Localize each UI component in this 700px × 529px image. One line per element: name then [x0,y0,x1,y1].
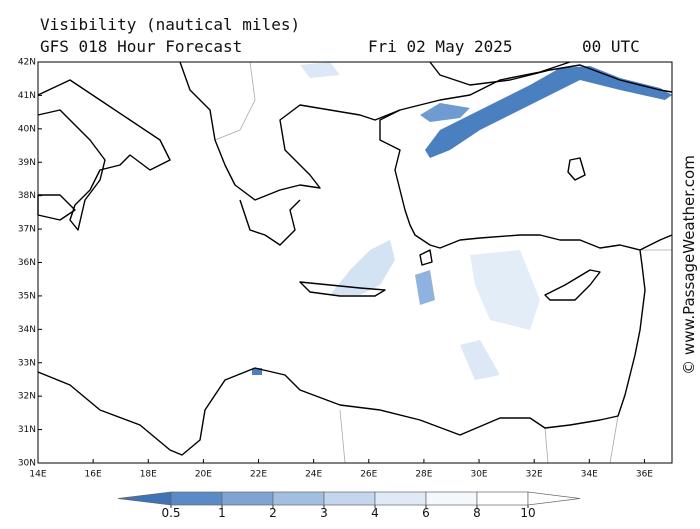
colorbar-label: 1 [218,506,226,520]
title: Visibility (nautical miles) [40,15,300,34]
lon-label: 28E [415,470,432,480]
low-visibility [420,103,470,122]
low-visibility [425,66,672,158]
colorbar-arrow [527,491,581,506]
colorbar-segment [374,491,427,506]
border [609,415,619,464]
lat-label: 33N [18,358,36,368]
lon-label: 16E [85,470,102,480]
low-visibility [300,62,340,78]
colorbar-segment [170,491,223,506]
low-visibility [415,270,435,305]
lon-label: 34E [581,470,598,480]
lon-label: 22E [250,470,267,480]
colorbar-segment [323,491,376,506]
low-visibility [330,240,395,295]
subtitle: GFS 018 Hour Forecast [40,37,242,56]
lat-label: 35N [18,291,36,301]
low-visibility [470,250,540,330]
lon-label: 36E [636,470,653,480]
lat-label: 38N [18,191,36,201]
coastline [37,234,673,456]
colorbar-segment [272,491,325,506]
colorbar-arrow [117,491,172,506]
crete [299,281,386,297]
credit: © www.PassageWeather.com [680,155,698,375]
lat-label: 40N [18,124,36,134]
border [214,61,256,141]
colorbar-label: 10 [520,506,535,520]
borders [214,61,672,464]
lat-label: 32N [18,392,36,402]
lon-label: 30E [470,470,487,480]
lake [567,157,586,181]
colorbar-label: 3 [320,506,328,520]
colorbar: 0.5 1 2 3 4 6 8 10 [117,491,581,520]
colorbar-segment [425,491,478,506]
colorbar-label: 6 [422,506,430,520]
time: 00 UTC [582,37,640,56]
date: Fri 02 May 2025 [368,37,513,56]
map [37,61,673,464]
lat-label: 41N [18,91,36,101]
colorbar-label: 2 [269,506,277,520]
border [339,409,346,464]
lon-label: 20E [195,470,212,480]
colorbar-label: 4 [371,506,379,520]
lat-label: 37N [18,225,36,235]
lon-label: 24E [305,470,322,480]
coastline [239,199,301,246]
cyprus [544,269,601,301]
colorbar-label: 0.5 [161,506,180,520]
coastline [179,61,401,201]
coastline [379,61,641,251]
coastlines [37,61,673,456]
lon-label: 26E [360,470,377,480]
lat-label: 31N [18,425,36,435]
colorbar-segment [221,491,274,506]
lat-label: 30N [18,459,36,469]
lon-label: 14E [29,470,46,480]
lat-label: 39N [18,158,36,168]
coastline [37,79,171,231]
lat-label: 34N [18,325,36,335]
coastline [429,61,673,93]
colorbar-segment [476,491,529,506]
lon-label: 18E [140,470,157,480]
colorbar-label: 8 [473,506,481,520]
lat-label: 42N [18,58,36,68]
lat-label: 36N [18,258,36,268]
border [544,427,549,464]
lon-label: 32E [526,470,543,480]
visibility-field [252,62,672,380]
low-visibility [460,340,500,380]
rhodes [419,249,433,266]
